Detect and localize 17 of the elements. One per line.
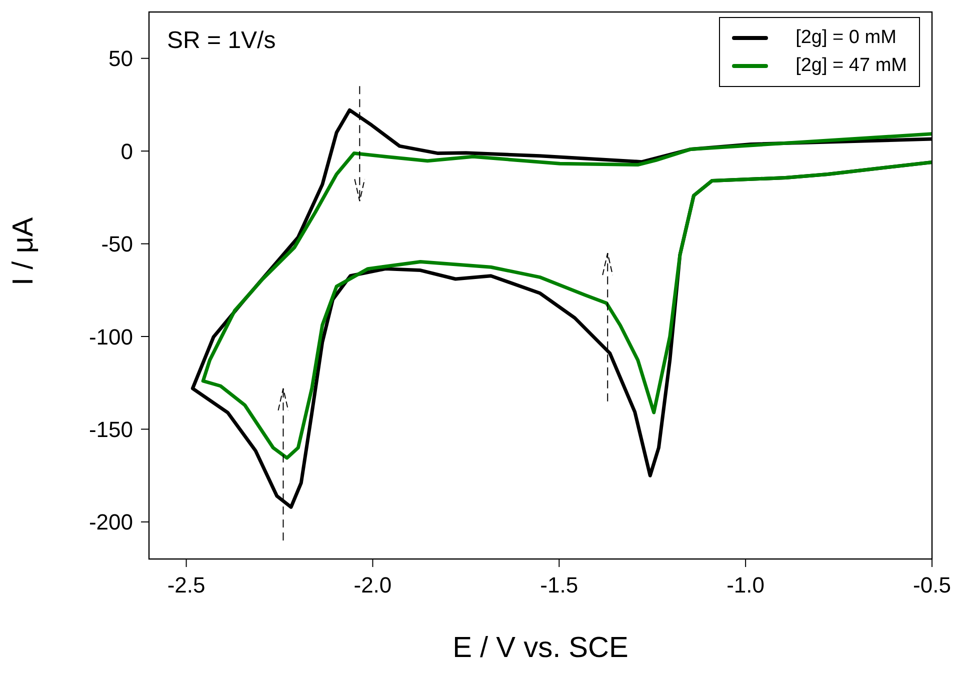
x-axis-title: E / V vs. SCE [452,632,628,664]
y-tick-label: 50 [108,46,133,72]
y-axis-title: I / μA [7,216,40,286]
x-tick-label: -1.0 [726,572,765,598]
x-tick-label: -0.5 [913,572,951,598]
annotation: SR = 1V/s [167,27,276,54]
y-tick-label: -50 [101,232,133,257]
x-tick-label: -1.5 [540,572,578,598]
legend-label: [2g] = 0 mM [796,27,896,49]
y-tick-label: 0 [120,138,133,164]
legend-label: [2g] = 47 mM [796,55,907,77]
y-tick-label: -150 [88,417,133,442]
x-tick-label: -2.5 [167,572,206,598]
y-tick-label: -200 [88,510,133,535]
line-series [201,132,932,460]
y-tick-label: -100 [88,324,133,350]
x-tick-label: -2.0 [354,572,392,598]
